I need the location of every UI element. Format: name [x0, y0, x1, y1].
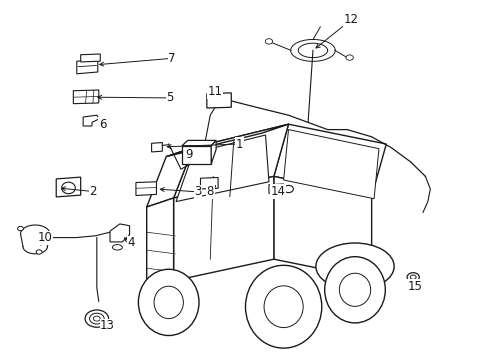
- Polygon shape: [77, 59, 98, 74]
- Ellipse shape: [324, 257, 385, 323]
- Text: 2: 2: [89, 185, 97, 198]
- Text: 15: 15: [407, 280, 421, 293]
- Polygon shape: [146, 283, 176, 292]
- Text: 7: 7: [168, 52, 176, 65]
- Polygon shape: [182, 146, 211, 164]
- Ellipse shape: [245, 265, 321, 348]
- Polygon shape: [211, 140, 216, 164]
- Ellipse shape: [315, 243, 393, 290]
- Ellipse shape: [61, 182, 75, 194]
- Polygon shape: [56, 177, 81, 197]
- Text: 5: 5: [166, 91, 174, 104]
- Polygon shape: [166, 124, 288, 157]
- Polygon shape: [268, 184, 283, 193]
- Polygon shape: [146, 148, 193, 207]
- Polygon shape: [73, 90, 99, 104]
- Ellipse shape: [112, 245, 122, 250]
- Polygon shape: [273, 176, 371, 279]
- Text: 10: 10: [38, 231, 52, 244]
- Polygon shape: [283, 130, 378, 199]
- Text: 11: 11: [207, 85, 222, 98]
- Text: 3: 3: [194, 185, 202, 198]
- Ellipse shape: [345, 55, 352, 60]
- Polygon shape: [146, 198, 173, 290]
- Polygon shape: [136, 182, 156, 195]
- Text: 8: 8: [206, 185, 214, 198]
- Polygon shape: [206, 93, 231, 108]
- Ellipse shape: [36, 250, 42, 254]
- Ellipse shape: [283, 185, 293, 193]
- Polygon shape: [151, 143, 162, 152]
- Text: 14: 14: [270, 185, 285, 198]
- Ellipse shape: [93, 316, 100, 321]
- Ellipse shape: [85, 310, 108, 327]
- Text: 13: 13: [100, 319, 115, 332]
- Text: 12: 12: [343, 13, 358, 26]
- Text: 1: 1: [235, 138, 243, 150]
- Polygon shape: [83, 115, 99, 126]
- Ellipse shape: [18, 226, 23, 231]
- Polygon shape: [173, 176, 273, 281]
- Text: 6: 6: [99, 118, 106, 131]
- Text: 9: 9: [185, 148, 193, 161]
- Polygon shape: [273, 124, 386, 196]
- Ellipse shape: [138, 269, 199, 336]
- Polygon shape: [182, 140, 216, 146]
- Polygon shape: [200, 177, 218, 189]
- Text: 4: 4: [127, 237, 135, 249]
- Ellipse shape: [264, 39, 272, 44]
- Ellipse shape: [409, 275, 415, 279]
- Polygon shape: [110, 224, 129, 242]
- Polygon shape: [173, 124, 288, 198]
- Polygon shape: [81, 54, 100, 62]
- Ellipse shape: [89, 313, 104, 324]
- Ellipse shape: [406, 273, 418, 282]
- Polygon shape: [176, 135, 268, 202]
